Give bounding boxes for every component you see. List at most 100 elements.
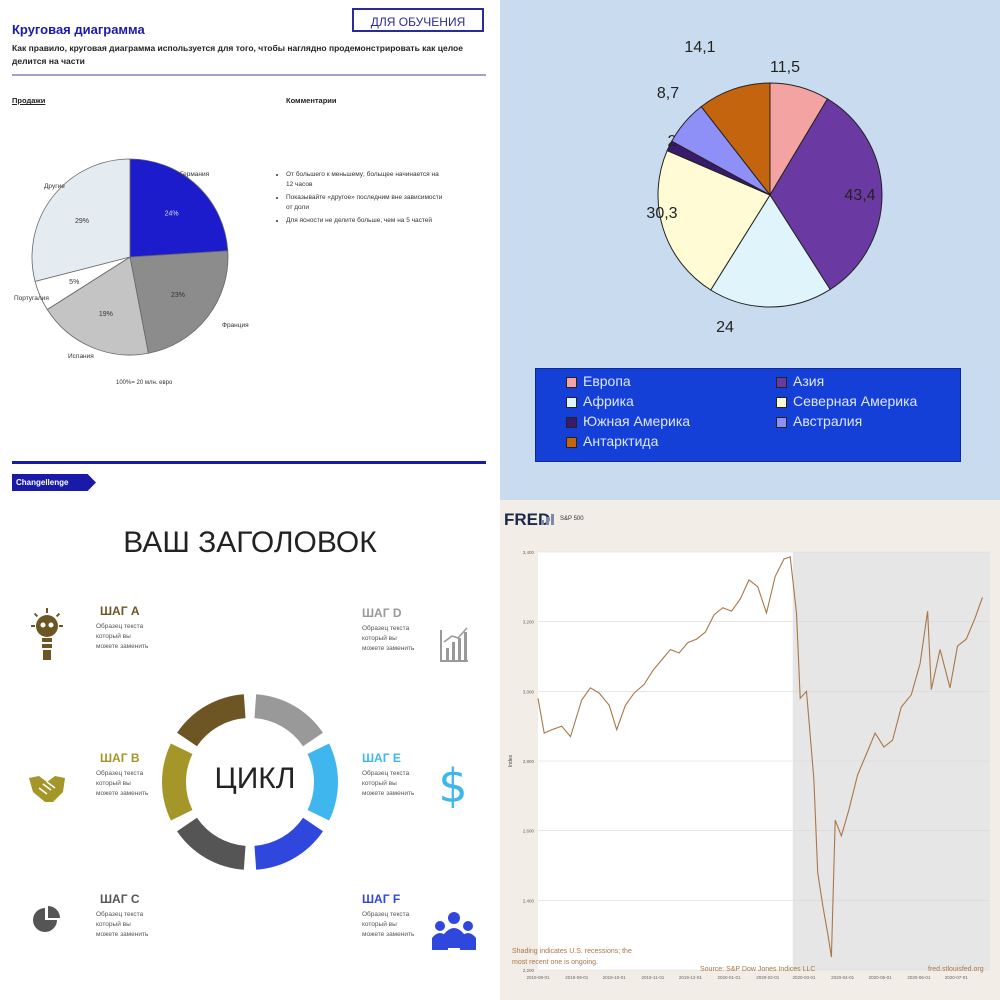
- svg-text:$: $: [438, 759, 467, 808]
- fred-logo: FRED: [504, 510, 551, 529]
- legend-label: Африка: [583, 393, 634, 409]
- x-tick-label: 2020-02-01: [756, 975, 780, 980]
- legend-label: Южная Америка: [583, 413, 691, 429]
- comment-item: Для ясности не делите больше, чем на 5 ч…: [286, 216, 446, 226]
- step-d-label: ШАГ D: [362, 606, 402, 620]
- step-b-text: Образец текста который вы можете заменит…: [96, 770, 149, 797]
- continent-slice: [700, 82, 771, 197]
- x-tick-label: 2020-06-01: [907, 975, 931, 980]
- comments-heading: Комментарии: [286, 96, 337, 105]
- recession-note: Shading indicates U.S. recessions; the m…: [512, 948, 632, 966]
- pie-slice: [129, 250, 229, 354]
- continent-value-label: 30,3: [646, 205, 677, 222]
- pie-slice: [129, 158, 229, 258]
- legend-swatch: [776, 416, 787, 428]
- slide-title: Круговая диаграмма: [12, 22, 145, 37]
- x-tick-label: 2019-11-01: [642, 975, 665, 980]
- y-tick-label: 2,800: [523, 759, 535, 764]
- continent-slice: [710, 194, 831, 308]
- cycle-segment: [254, 694, 323, 747]
- x-tick-label: 2019-08-01: [526, 975, 550, 980]
- x-tick-label: 2020-01-01: [718, 975, 742, 980]
- footer-rule: [12, 461, 486, 464]
- title-divider: [12, 74, 486, 76]
- pie-chart-icon: [33, 906, 60, 932]
- legend-item: Северная Америка: [776, 393, 917, 409]
- legend-item: Австралия: [776, 413, 862, 429]
- cycle-segment: [307, 743, 338, 821]
- x-tick-label: 2020-04-01: [831, 975, 855, 980]
- handshake-icon: [29, 776, 65, 802]
- legend-label: Северная Америка: [793, 393, 918, 409]
- y-tick-label: 2,600: [523, 829, 535, 834]
- dollar-icon: $: [438, 759, 467, 808]
- step-e-text: Образец текста который вы можете заменит…: [362, 770, 415, 797]
- slice-value-label: 29%: [75, 218, 89, 225]
- continent-value-label: 24: [716, 319, 734, 336]
- slice-value-label: 23%: [171, 292, 185, 299]
- sp500-line-chart: 2,200 2,400 2,600 2,800 3,000 3,200 3,400 2019-…: [508, 550, 990, 980]
- comment-item: От большего к меньшему; больщее начинает…: [286, 170, 446, 190]
- slide-subtitle: Как правило, круговая диаграмма использу…: [12, 43, 463, 66]
- slice-value-label: 19%: [99, 311, 113, 318]
- x-tick-label: 2020-05-01: [869, 975, 893, 980]
- people-icon: [432, 912, 476, 950]
- step-c-text: Образец текста который вы можете заменит…: [96, 911, 149, 938]
- cycle-segment: [177, 817, 246, 870]
- legend-item: Европа: [566, 373, 631, 389]
- cycle-segment: [177, 694, 246, 747]
- x-tick-label: 2020-07-01: [945, 975, 969, 980]
- brand-tag: Changellenge: [12, 474, 96, 491]
- x-tick-label: 2019-09-01: [565, 975, 589, 980]
- step-a-text: Образец текста который вы можете заменит…: [96, 623, 149, 650]
- x-tick-label: 2020-03-01: [792, 975, 816, 980]
- step-b-label: ШАГ B: [100, 751, 140, 765]
- slice-value-label: 24%: [165, 211, 179, 218]
- legend-item: Южная Америка: [566, 413, 690, 429]
- bar-chart-icon: [440, 627, 468, 662]
- training-badge: ДЛЯ ОБУЧЕНИЯ: [352, 8, 484, 32]
- legend-label: Австралия: [793, 413, 863, 429]
- y-tick-label: 3,000: [523, 689, 535, 694]
- slide-title: ВАШ ЗАГОЛОВОК: [123, 526, 377, 559]
- legend-swatch: [776, 376, 787, 388]
- y-tick-label: 3,400: [523, 550, 535, 555]
- y-axis-label: Index: [508, 754, 514, 767]
- site-link[interactable]: fred.stlouisfed.org: [928, 966, 984, 973]
- comments-list: От большего к меньшему; больщее начинает…: [276, 170, 446, 229]
- series-line: [537, 556, 984, 958]
- legend-swatch: [566, 396, 577, 408]
- y-tick-label: 2,200: [523, 968, 535, 973]
- continent-slice: [769, 98, 883, 291]
- series-title: S&P 500: [560, 516, 584, 522]
- slice-name-label: Португалия: [14, 295, 49, 302]
- pie-slice: [46, 256, 149, 356]
- x-tick-label: 2019-12-01: [679, 975, 703, 980]
- continent-value-label: 8,7: [657, 85, 679, 102]
- slice-name-label: Испания: [68, 353, 94, 360]
- step-d-text: Образец текста который вы можете заменит…: [362, 625, 415, 652]
- step-c-label: ШАГ C: [100, 892, 140, 906]
- cycle-slide: [0, 500, 500, 1000]
- sales-pie-chart: 24% Германия 23% Франция 19% Испания 5% Португа…: [14, 158, 249, 360]
- source-note: Source: S&P Dow Jones Indices LLC: [700, 966, 816, 973]
- step-f-text: Образец текста который вы можете заменит…: [362, 911, 415, 938]
- continent-value-label: 11,5: [770, 59, 800, 76]
- slice-name-label: Франция: [222, 322, 249, 329]
- cycle-diagram: [161, 694, 338, 870]
- y-tick-label: 3,200: [523, 620, 535, 625]
- comment-item: Показывайте «другое» последним вне завис…: [286, 193, 446, 213]
- sales-heading: Продажи: [12, 96, 46, 105]
- slice-name-label: Другие: [44, 183, 65, 190]
- continent-value-label: 43,4: [844, 187, 875, 204]
- slice-value-label: 5%: [69, 279, 79, 286]
- legend-item: Азия: [776, 373, 824, 389]
- legend-item: Африка: [566, 393, 634, 409]
- cycle-segment: [161, 743, 193, 821]
- legend-label: Европа: [583, 373, 631, 389]
- y-tick-label: 2,400: [523, 898, 535, 903]
- legend-swatch: [566, 416, 577, 428]
- legend-swatch: [776, 396, 787, 408]
- pie-footnote: 100%= 20 млн. евро: [116, 380, 173, 386]
